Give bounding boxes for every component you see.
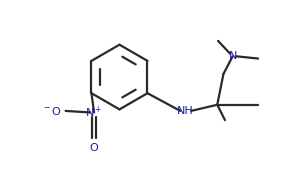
Text: NH: NH — [177, 106, 193, 116]
Text: O: O — [90, 143, 98, 153]
Text: $\mathregular{N^+}$: $\mathregular{N^+}$ — [85, 105, 103, 120]
Text: $\mathregular{^-}$O: $\mathregular{^-}$O — [42, 105, 62, 117]
Text: N: N — [228, 51, 237, 61]
